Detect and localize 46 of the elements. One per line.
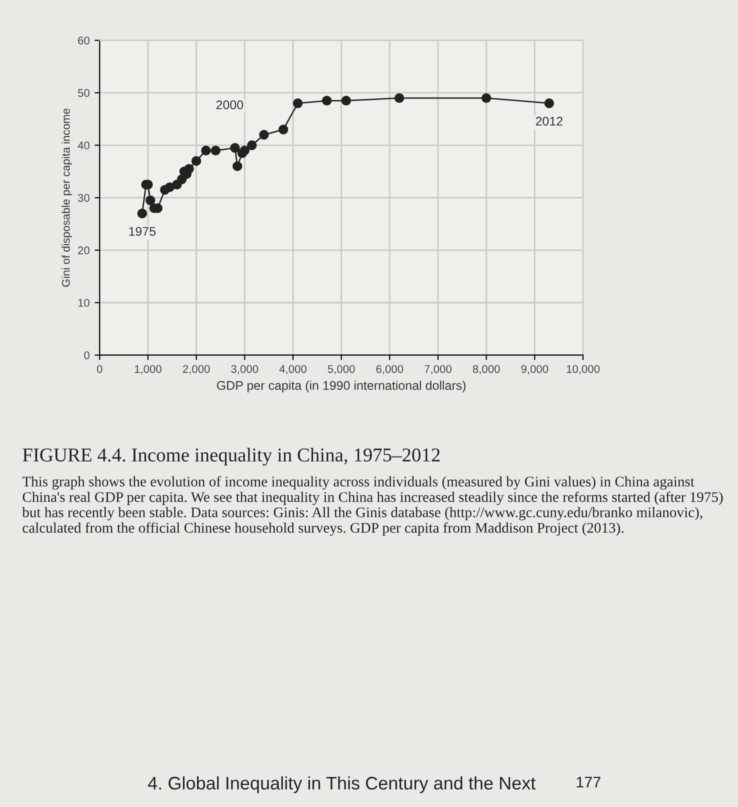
point [240, 146, 250, 156]
point [230, 143, 240, 153]
y-tick-label: 50 [78, 89, 90, 97]
text: 4. Global Inequality in This Century and the Next [148, 776, 536, 794]
x-tick-label: 9,000 [521, 365, 548, 374]
point [481, 93, 492, 103]
x-tick-label: 5,000 [328, 365, 355, 374]
x-tick-label: 3,000 [231, 365, 258, 374]
x-tick-label: 10,000 [566, 365, 600, 374]
point [394, 93, 404, 103]
x-tick-label: 2,000 [182, 365, 210, 374]
point [341, 96, 352, 106]
point [184, 164, 194, 174]
x-tick-label: 0 [96, 365, 102, 373]
annotation: 2012 [536, 116, 562, 126]
point [259, 130, 269, 140]
point [322, 96, 332, 106]
text: 177 [576, 776, 600, 788]
y-axis-title: Gini of disposable per capita income [62, 108, 72, 287]
x-tick-label: 6,000 [376, 365, 404, 374]
x-tick-label: 8,000 [472, 365, 500, 374]
point [544, 98, 554, 108]
x-tick-label: 4,000 [279, 365, 306, 374]
x-axis-title: GDP per capita (in 1990 international dollars) [217, 380, 466, 392]
point [164, 182, 175, 192]
x-tick-label: 1,000 [134, 365, 162, 374]
point [137, 208, 148, 218]
point [247, 140, 257, 150]
point [201, 146, 211, 156]
point [210, 146, 221, 156]
point [232, 161, 242, 172]
text: This graph shows the evolution of income inequality across individuals (measured by Gini values) in China against China's real GDP per capita. We see that inequality in China has increased steadily since the reforms started (after 1975) but has recently been stable. Data sources: Ginis: All the Ginis database (http://www.gc.cuny.edu/branko milanovic), calculated from the official Chinese household surveys. GDP per capita from Maddison Project (2013). [22, 476, 723, 536]
caption: FIGURE 4.4. Income inequality in China, 1975–2012 [22, 448, 440, 466]
y-tick-label: 20 [78, 246, 90, 254]
point [292, 98, 303, 108]
annotation: 2000 [216, 100, 244, 110]
x-tick-label: 7,000 [424, 365, 452, 374]
y-tick-label: 30 [78, 194, 90, 202]
y-tick-label: 10 [78, 298, 90, 307]
y-tick-label: 40 [78, 142, 90, 150]
annotation: 1975 [129, 226, 156, 236]
point [278, 124, 288, 134]
y-tick-label: 60 [78, 36, 90, 44]
point [191, 156, 202, 166]
y-tick-label: 0 [84, 351, 90, 360]
point [146, 195, 156, 206]
